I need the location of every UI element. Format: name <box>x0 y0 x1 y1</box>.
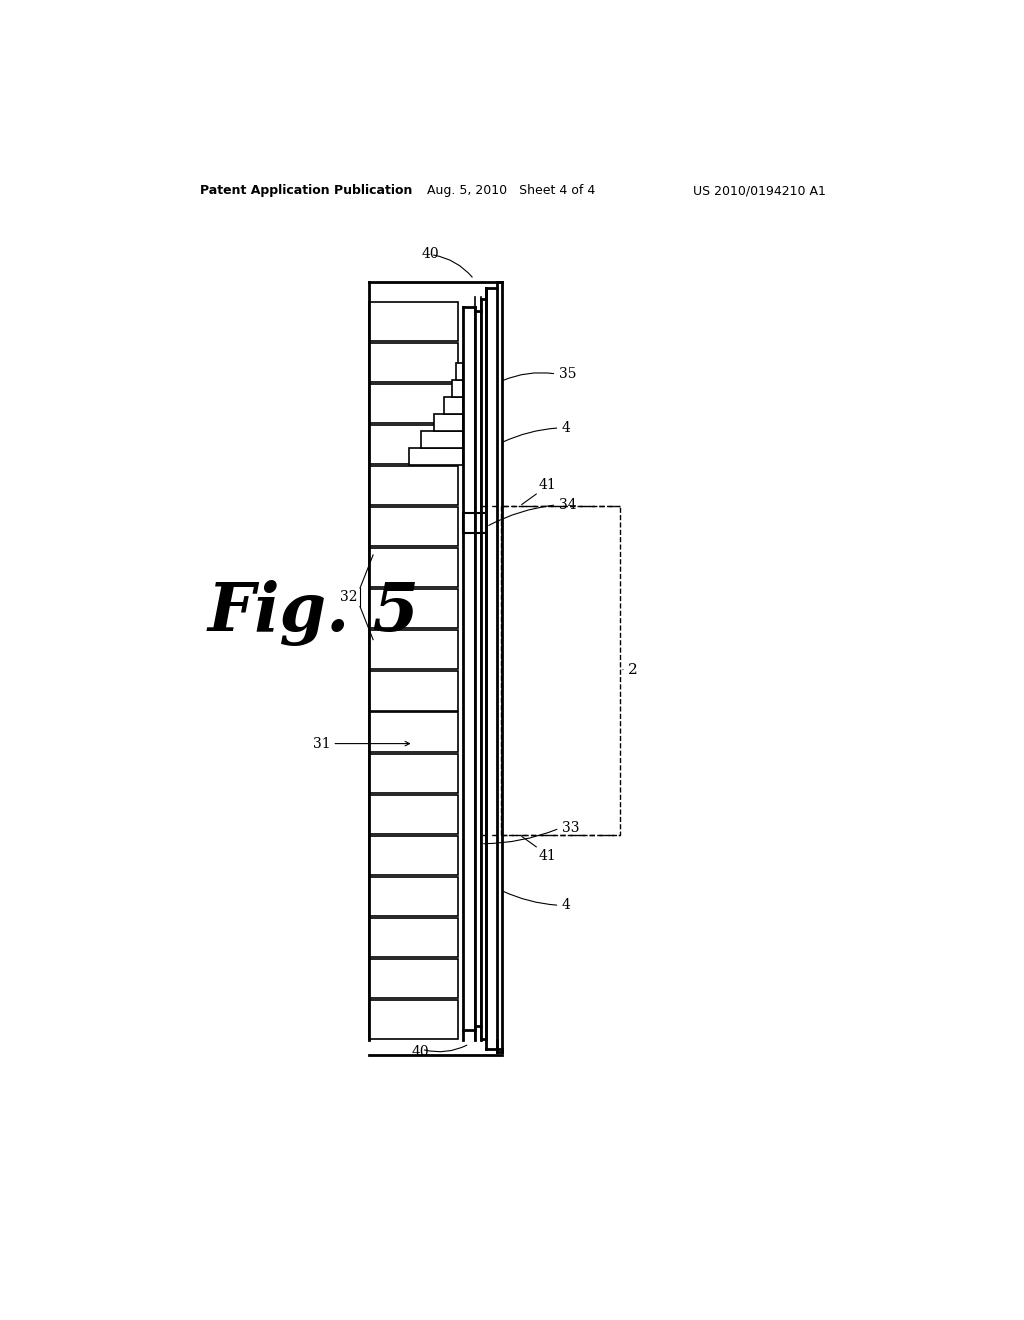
Bar <box>370 754 458 793</box>
Bar <box>370 917 458 957</box>
Bar <box>370 343 458 381</box>
Text: US 2010/0194210 A1: US 2010/0194210 A1 <box>692 185 825 197</box>
Text: 4: 4 <box>562 899 570 912</box>
Bar <box>456 363 463 380</box>
Bar <box>370 836 458 875</box>
Text: 31: 31 <box>313 737 331 751</box>
Bar <box>370 631 458 669</box>
Bar <box>370 795 458 834</box>
Bar <box>370 876 458 916</box>
Bar <box>370 384 458 424</box>
Bar <box>370 1001 458 1039</box>
Text: Fig. 5: Fig. 5 <box>208 579 420 645</box>
Text: 33: 33 <box>562 821 580 836</box>
Text: Patent Application Publication: Patent Application Publication <box>200 185 413 197</box>
Bar <box>410 449 463 465</box>
Bar <box>370 507 458 546</box>
Bar <box>370 548 458 587</box>
Text: 41: 41 <box>539 849 556 863</box>
Text: 4: 4 <box>562 421 570 434</box>
Bar <box>434 414 463 432</box>
Bar <box>370 425 458 465</box>
Bar <box>463 513 486 533</box>
Bar <box>501 506 621 834</box>
Bar <box>370 713 458 751</box>
Bar <box>370 302 458 341</box>
Bar <box>370 466 458 506</box>
Text: 35: 35 <box>559 367 577 381</box>
Bar <box>444 397 463 414</box>
Text: 40: 40 <box>422 247 439 261</box>
Bar <box>370 589 458 628</box>
Bar <box>370 672 458 710</box>
Text: 2: 2 <box>628 664 638 677</box>
Text: 32: 32 <box>340 590 357 605</box>
Text: 40: 40 <box>412 1044 429 1059</box>
Bar <box>452 380 463 397</box>
Text: 34: 34 <box>559 498 577 512</box>
Text: Aug. 5, 2010   Sheet 4 of 4: Aug. 5, 2010 Sheet 4 of 4 <box>427 185 595 197</box>
Bar <box>421 432 463 449</box>
Text: 41: 41 <box>539 478 556 491</box>
Bar <box>370 958 458 998</box>
